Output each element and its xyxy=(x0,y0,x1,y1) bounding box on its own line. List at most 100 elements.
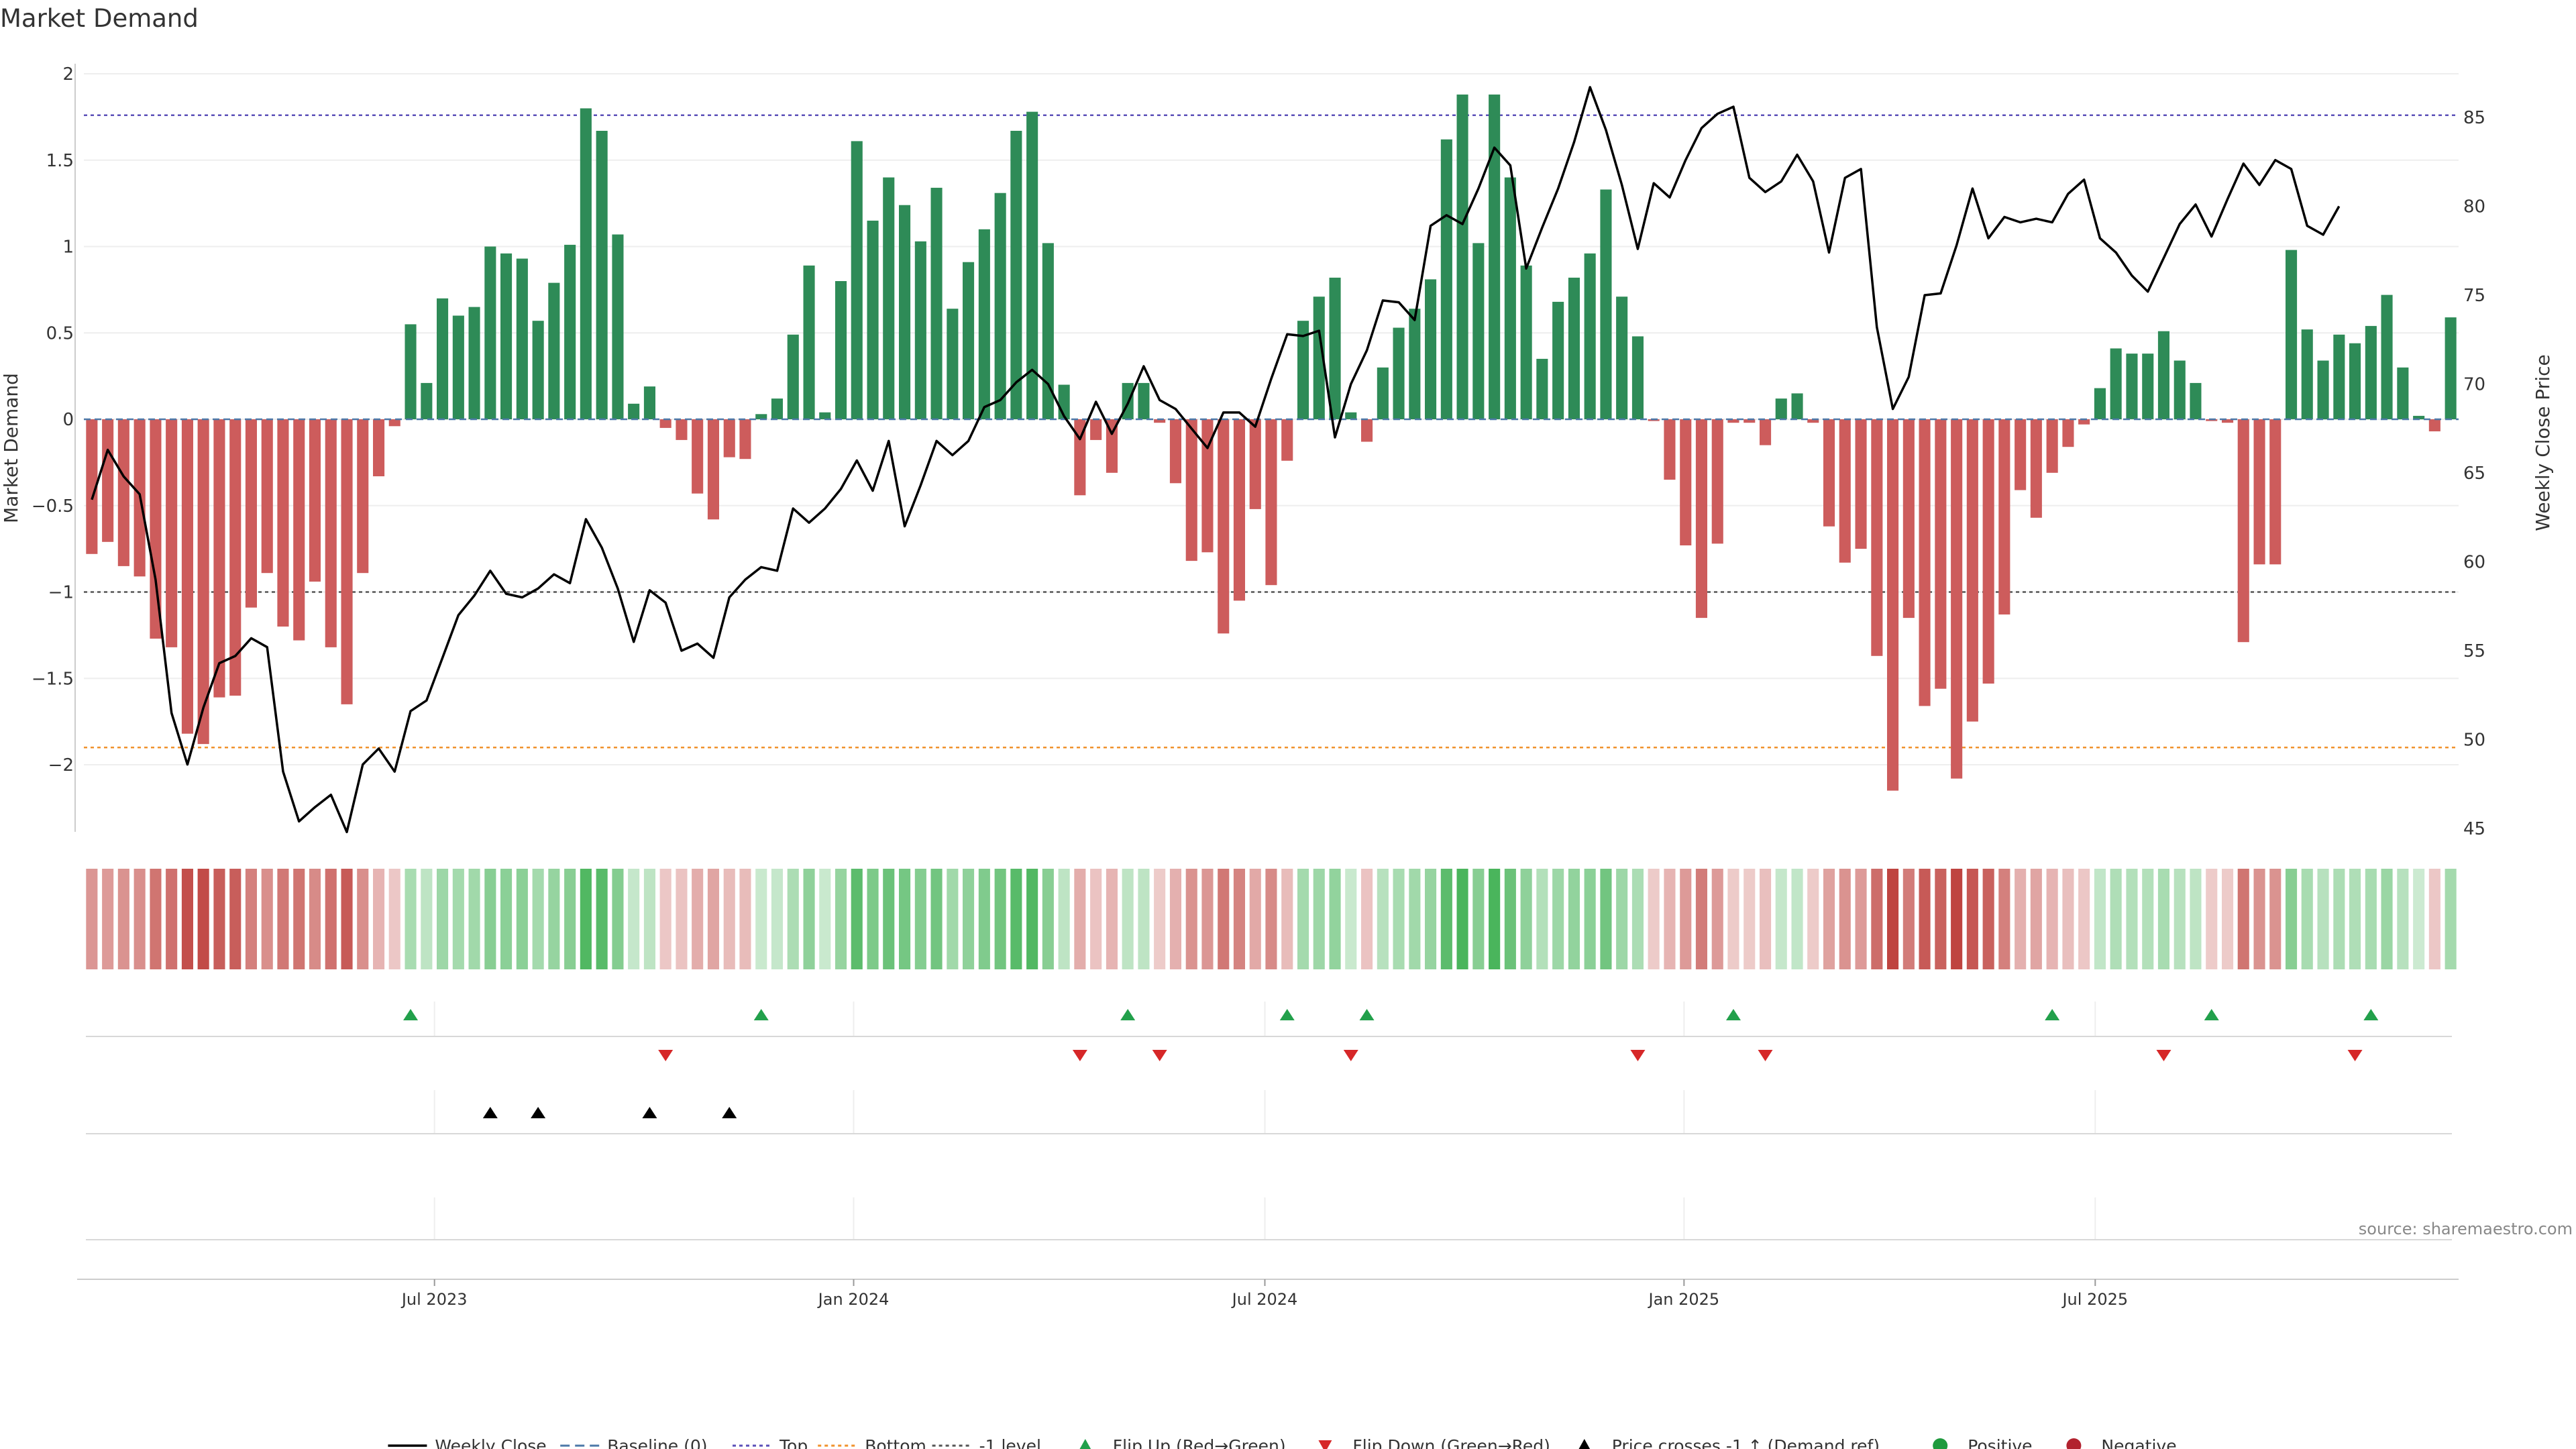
heat-strip-cell xyxy=(1616,869,1628,969)
demand-bar xyxy=(166,419,178,647)
heat-strip-cell xyxy=(1281,869,1293,969)
demand-bar xyxy=(213,419,225,698)
demand-bar xyxy=(2333,334,2345,419)
left-tick-label: 1 xyxy=(62,237,74,258)
heat-strip-cell xyxy=(1329,869,1341,969)
demand-bar xyxy=(1393,327,1405,419)
demand-bar xyxy=(1281,419,1293,461)
x-tick-label: Jul 2023 xyxy=(400,1290,468,1309)
left-tick-label: 1.5 xyxy=(46,151,74,171)
demand-bar xyxy=(500,253,513,419)
demand-bar xyxy=(357,419,369,574)
left-tick-label: −1.5 xyxy=(32,669,74,689)
demand-bar xyxy=(2317,360,2329,420)
flip-down-marker xyxy=(2347,1050,2363,1061)
heat-strip-cell xyxy=(229,869,241,969)
heat-strip-cell xyxy=(2094,869,2106,969)
demand-bar xyxy=(1680,419,1692,545)
demand-bar xyxy=(1791,393,1803,419)
legend-label: Price crosses -1 ↑ (Demand ref) xyxy=(1612,1436,1880,1449)
demand-bar xyxy=(1982,419,1994,684)
x-tick-label: Jan 2024 xyxy=(817,1290,890,1309)
demand-bar xyxy=(1568,277,1580,419)
heat-strip-cell xyxy=(388,869,400,969)
heat-strip-cell xyxy=(2222,869,2234,969)
flip-up-marker xyxy=(1120,1009,1136,1020)
heat-strip-cell xyxy=(1218,869,1230,969)
demand-bar xyxy=(1377,367,1389,420)
heat-strip-cell xyxy=(117,869,129,969)
heat-strip-cell xyxy=(1935,869,1947,969)
price-cross-marker xyxy=(531,1107,546,1118)
heat-strip-cell xyxy=(1648,869,1660,969)
demand-bar xyxy=(1297,321,1309,419)
heat-strip-cell xyxy=(1871,869,1883,969)
heat-strip-cell xyxy=(1026,869,1038,969)
heat-strip-cell xyxy=(2046,869,2058,969)
heat-strip-cell xyxy=(1249,869,1261,969)
demand-bar xyxy=(1600,189,1612,419)
heat-strip-cell xyxy=(373,869,385,969)
heat-strip-cell xyxy=(1711,869,1723,969)
demand-bar xyxy=(2445,317,2457,419)
heat-strip-cell xyxy=(1233,869,1245,969)
heat-strip-cell xyxy=(181,869,193,969)
heat-strip-cell xyxy=(2157,869,2169,969)
heat-strip-cell xyxy=(755,869,767,969)
heat-strip-cell xyxy=(2397,869,2409,969)
left-tick-label: 2 xyxy=(62,64,74,85)
heat-strip-cell xyxy=(819,869,831,969)
demand-bar xyxy=(2365,325,2377,419)
heat-strip-cell xyxy=(692,869,704,969)
demand-bar xyxy=(388,419,400,427)
heat-strip-cell xyxy=(1760,869,1772,969)
demand-bar xyxy=(117,419,129,566)
heat-strip-cell xyxy=(659,869,672,969)
heat-strip-cell xyxy=(500,869,513,969)
demand-bar xyxy=(2174,360,2186,420)
demand-bar xyxy=(245,419,257,608)
demand-bar xyxy=(2062,419,2074,447)
heat-strip-cell xyxy=(2126,869,2138,969)
demand-bar xyxy=(1106,419,1118,473)
demand-bar xyxy=(1185,419,1197,561)
demand-bar xyxy=(1026,111,1038,419)
demand-bar xyxy=(930,187,943,419)
heat-strip-cell xyxy=(1998,869,2010,969)
heat-strip-cell xyxy=(676,869,688,969)
x-tick-label: Jul 2025 xyxy=(2061,1290,2128,1309)
right-axis-title: Weekly Close Price xyxy=(2532,354,2554,531)
heat-strip-cell xyxy=(1791,869,1803,969)
demand-bar xyxy=(1902,419,1915,619)
heat-strip-cell xyxy=(213,869,225,969)
legend-label: Positive xyxy=(1968,1436,2032,1449)
heat-strip-cell xyxy=(357,869,369,969)
right-tick-label: 70 xyxy=(2463,375,2485,395)
demand-bar xyxy=(421,382,433,419)
source-note: source: sharemaestro.com xyxy=(2358,1220,2573,1238)
demand-bar xyxy=(1313,297,1325,419)
demand-bar xyxy=(612,234,624,419)
heat-strip-cell xyxy=(994,869,1006,969)
demand-bar xyxy=(676,419,688,440)
right-tick-label: 60 xyxy=(2463,553,2485,573)
heat-strip-cell xyxy=(1584,869,1596,969)
demand-bar xyxy=(851,141,863,419)
right-tick-label: 65 xyxy=(2463,464,2485,484)
demand-bar xyxy=(1169,419,1181,484)
demand-bar xyxy=(2015,419,2027,490)
demand-bar xyxy=(437,298,449,420)
heat-strip-cell xyxy=(1504,869,1516,969)
heat-strip-cell xyxy=(2015,869,2027,969)
demand-bar xyxy=(1695,419,1707,619)
demand-bar xyxy=(978,229,990,420)
demand-bar xyxy=(1631,336,1644,419)
heat-strip-cell xyxy=(516,869,528,969)
heat-strip-cell xyxy=(1138,869,1150,969)
heat-strip-cell xyxy=(771,869,783,969)
demand-bar xyxy=(1425,279,1437,419)
demand-bar xyxy=(468,307,480,419)
heat-strip-cell xyxy=(914,869,926,969)
heat-strip-cell xyxy=(1695,869,1707,969)
demand-bar xyxy=(1664,419,1676,480)
